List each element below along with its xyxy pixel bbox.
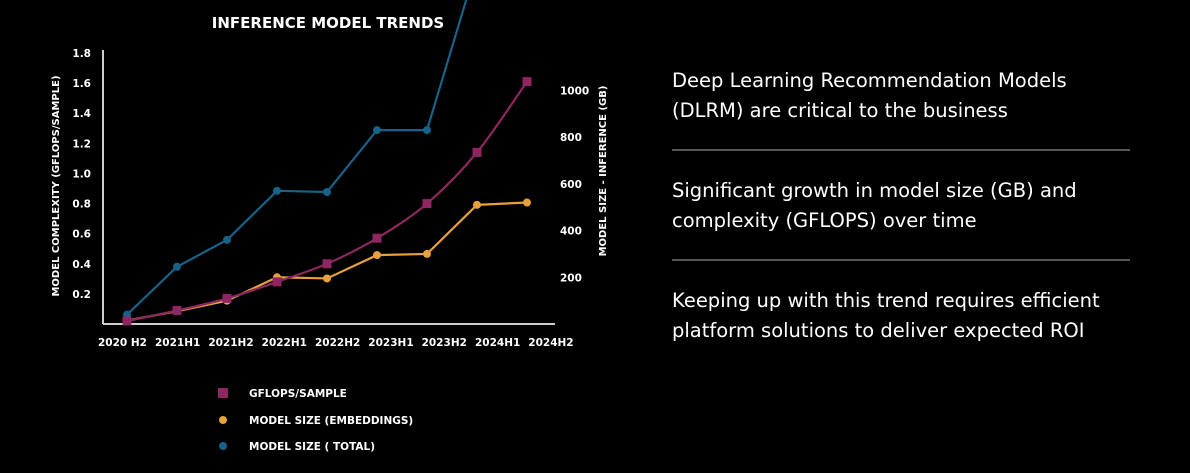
legend: GFLOPS/SAMPLE MODEL SIZE (EMBEDDINGS) MODE… [218,388,413,453]
legend-swatch [219,442,227,450]
x-tick-label: 2024 [528,337,557,349]
gflops-point [522,77,532,87]
total-size-point [323,188,331,197]
chart-title: INFERENCE MODEL TRENDS [212,14,444,32]
x-tick-label: H2 [344,337,360,349]
right-tick-label: 600 [560,179,582,191]
gflops-point [472,147,482,157]
legend-swatch [219,416,227,424]
x-tick-labels: 2020 H2 2021H1 2021H2 2022H1 2022H2 2023H1 202… [98,337,574,349]
x-tick-label: 2022 [262,337,291,349]
right-tick-label: 800 [560,132,582,144]
x-tick-label: H2 [451,337,467,349]
divider [672,259,1130,261]
x-tick-label: 2021 [155,337,184,349]
key-point-roi: Keeping up with this trend requires effi… [672,289,1100,342]
x-tick-label: 2022 [315,337,344,349]
embeddings-point [473,200,481,209]
left-tick-label: 0.4 [72,259,91,271]
left-tick-label: 1.8 [72,48,91,60]
embeddings-point [373,251,381,260]
right-tick-label: 200 [560,272,582,284]
left-tick-label: 1.0 [72,168,91,180]
right-tick-label: 400 [560,226,582,238]
total-size-point [223,235,231,244]
x-tick-label: H2 [558,337,574,349]
gflops-point [122,316,132,326]
x-tick-label: 2023 [368,337,397,349]
x-tick-label: H1 [504,337,520,349]
x-tick-label: H1 [291,337,307,349]
legend-label: GFLOPS/SAMPLE [249,388,347,400]
gflops-point [222,293,232,303]
x-tick-label: H1 [184,337,200,349]
left-axis-title: MODEL COMPLEXITY (GFLOPS/SAMPLE) [51,75,62,296]
embeddings-point [423,249,431,258]
series-line [126,80,528,323]
gflops-point [272,277,282,287]
total-size-point [373,126,381,135]
left-tick-label: 0.8 [72,199,91,211]
left-tick-label: 0.2 [72,289,91,301]
right-tick-label: 1000 [560,85,589,97]
x-tick-label: H2 [238,337,254,349]
x-tick-label: 2020 H2 [98,337,147,349]
key-points-panel: Deep Learning Recommendation Models (DLR… [672,66,1142,346]
embeddings-point [523,198,531,207]
total-size-point [423,126,431,135]
key-point-dlrm: Deep Learning Recommendation Models (DLR… [672,69,1067,122]
right-y-tick-labels: 200 400 600 800 1000 [560,85,589,284]
x-tick-label: 2023 [422,337,451,349]
left-tick-label: 0.6 [72,229,91,241]
gflops-point [422,199,432,209]
series-markers [122,77,532,326]
left-y-tick-labels: 0.2 0.4 0.6 0.8 1.0 1.2 1.4 1.6 1.8 [72,48,91,301]
gflops-point [172,305,182,315]
total-size-point [273,186,281,195]
legend-swatch [218,388,228,398]
left-tick-label: 1.2 [72,138,91,150]
inference-model-trends-chart: INFERENCE MODEL TRENDS 0.2 0.4 0.6 0.8 1.0 1.… [51,0,609,453]
x-tick-label: H1 [398,337,414,349]
legend-label: MODEL SIZE ( TOTAL) [249,441,375,453]
divider [672,149,1130,151]
embeddings-point [323,274,331,283]
gflops-point [322,259,332,269]
legend-label: MODEL SIZE (EMBEDDINGS) [249,415,413,427]
x-tick-label: 2024 [475,337,504,349]
key-point-growth: Significant growth in model size (GB) an… [672,179,1077,232]
left-tick-label: 1.6 [72,78,91,90]
gflops-point [372,233,382,243]
x-tick-label-row: 2020 H2 2021H1 2021H2 2022H1 2022H2 2023H1 202… [98,337,574,349]
right-axis-title: MODEL SIZE - INFERENCE (GB) [598,86,609,257]
total-size-point [173,262,181,271]
left-tick-label: 1.4 [72,108,91,120]
x-tick-label: 2021 [208,337,237,349]
series-lines [126,0,528,323]
